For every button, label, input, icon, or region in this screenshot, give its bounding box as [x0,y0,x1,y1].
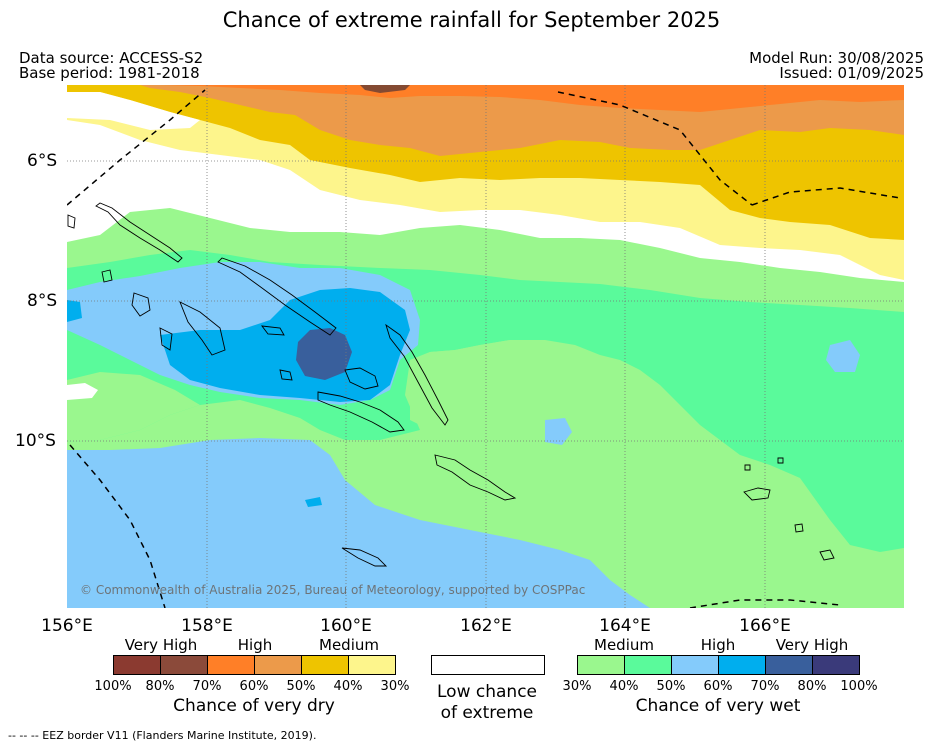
dry-tick-4: 50% [286,679,316,694]
dry-tick-5: 40% [333,679,363,694]
dry-tick-1: 80% [145,679,175,694]
base-period: Base period: 1981-2018 [19,64,200,82]
wet-light-blue-spot-east [826,340,860,372]
wet-swatch-0 [577,655,625,675]
wet-swatch-2 [671,655,719,675]
lat-label-8s: 8°S [27,291,58,311]
wet-legend-title: Chance of very wet [635,696,801,716]
lat-label-6s: 6°S [27,151,58,171]
wet-tick-6: 100% [840,679,878,694]
low-chance-title: Low chance of extreme [437,682,537,724]
issued-date: Issued: 01/09/2025 [779,64,924,82]
map-title: Chance of extreme rainfall for September… [222,8,721,32]
wet-tick-0: 30% [562,679,592,694]
wet-light-blue-spot-mid [545,418,572,445]
wet-blue-spot [305,497,322,507]
wet-blue-area [160,288,410,402]
wet-tick-1: 40% [609,679,639,694]
dry-brown-patch [360,85,410,93]
dry-heading-very-high: Very High [124,636,198,654]
dry-swatch-0 [113,655,161,675]
data-source: Data source: ACCESS-S2 [19,49,204,67]
dry-white-gap [67,92,200,130]
wet-tick-4: 70% [750,679,780,694]
wet-tick-5: 80% [797,679,827,694]
run-info: Model Run: 30/08/2025 Issued: 01/09/2025 [749,51,924,81]
wet-dark-blue-core [296,328,352,380]
dry-heading-medium: Medium [319,636,379,654]
wet-heading-medium: Medium [594,636,654,654]
dry-swatch-4 [301,655,349,675]
eez-footnote: -- -- -- EEZ border V11 (Flanders Marine… [8,729,317,742]
lon-label-162e: 162°E [460,616,512,636]
dry-swatch-1 [160,655,208,675]
wet-blue-west [67,300,82,322]
wet-swatch-3 [718,655,766,675]
wet-light-green-west [67,372,200,442]
graticule [67,85,904,608]
dry-tick-3: 60% [239,679,269,694]
low-chance-swatch [431,655,545,675]
lon-label-158e: 158°E [181,616,233,636]
low-chance-line1: Low chance [437,682,537,702]
copyright-notice: © Commonwealth of Australia 2025, Bureau… [80,583,586,597]
lat-label-10s: 10°S [15,431,56,451]
eez-borders [67,89,901,608]
wet-white-notch [67,383,98,400]
dry-heading-high: High [237,636,273,654]
dry-tick-2: 70% [192,679,222,694]
wet-swatch-5 [812,655,860,675]
wet-tick-3: 60% [703,679,733,694]
dry-swatch-2 [207,655,255,675]
wet-heading-very-high: Very High [775,636,849,654]
wet-light-blue-south [67,438,650,608]
lon-label-160e: 160°E [320,616,372,636]
wet-heading-high: High [700,636,736,654]
lon-label-156e: 156°E [41,616,93,636]
wet-swatch-1 [624,655,672,675]
low-chance-line2: of extreme [440,703,534,723]
island-coastlines [67,202,835,567]
model-run: Model Run: 30/08/2025 [749,49,924,67]
dry-tick-0: 100% [94,679,132,694]
wet-light-green-pocket [410,340,555,430]
source-info: Data source: ACCESS-S2 Base period: 1981… [19,51,203,81]
lon-label-166e: 166°E [739,616,791,636]
lon-label-164e: 164°E [599,616,651,636]
dry-legend-title: Chance of very dry [173,696,335,716]
dry-swatch-5 [348,655,396,675]
wet-swatch-4 [765,655,813,675]
dry-tick-6: 30% [380,679,410,694]
dry-swatch-3 [254,655,302,675]
wet-tick-2: 50% [656,679,686,694]
